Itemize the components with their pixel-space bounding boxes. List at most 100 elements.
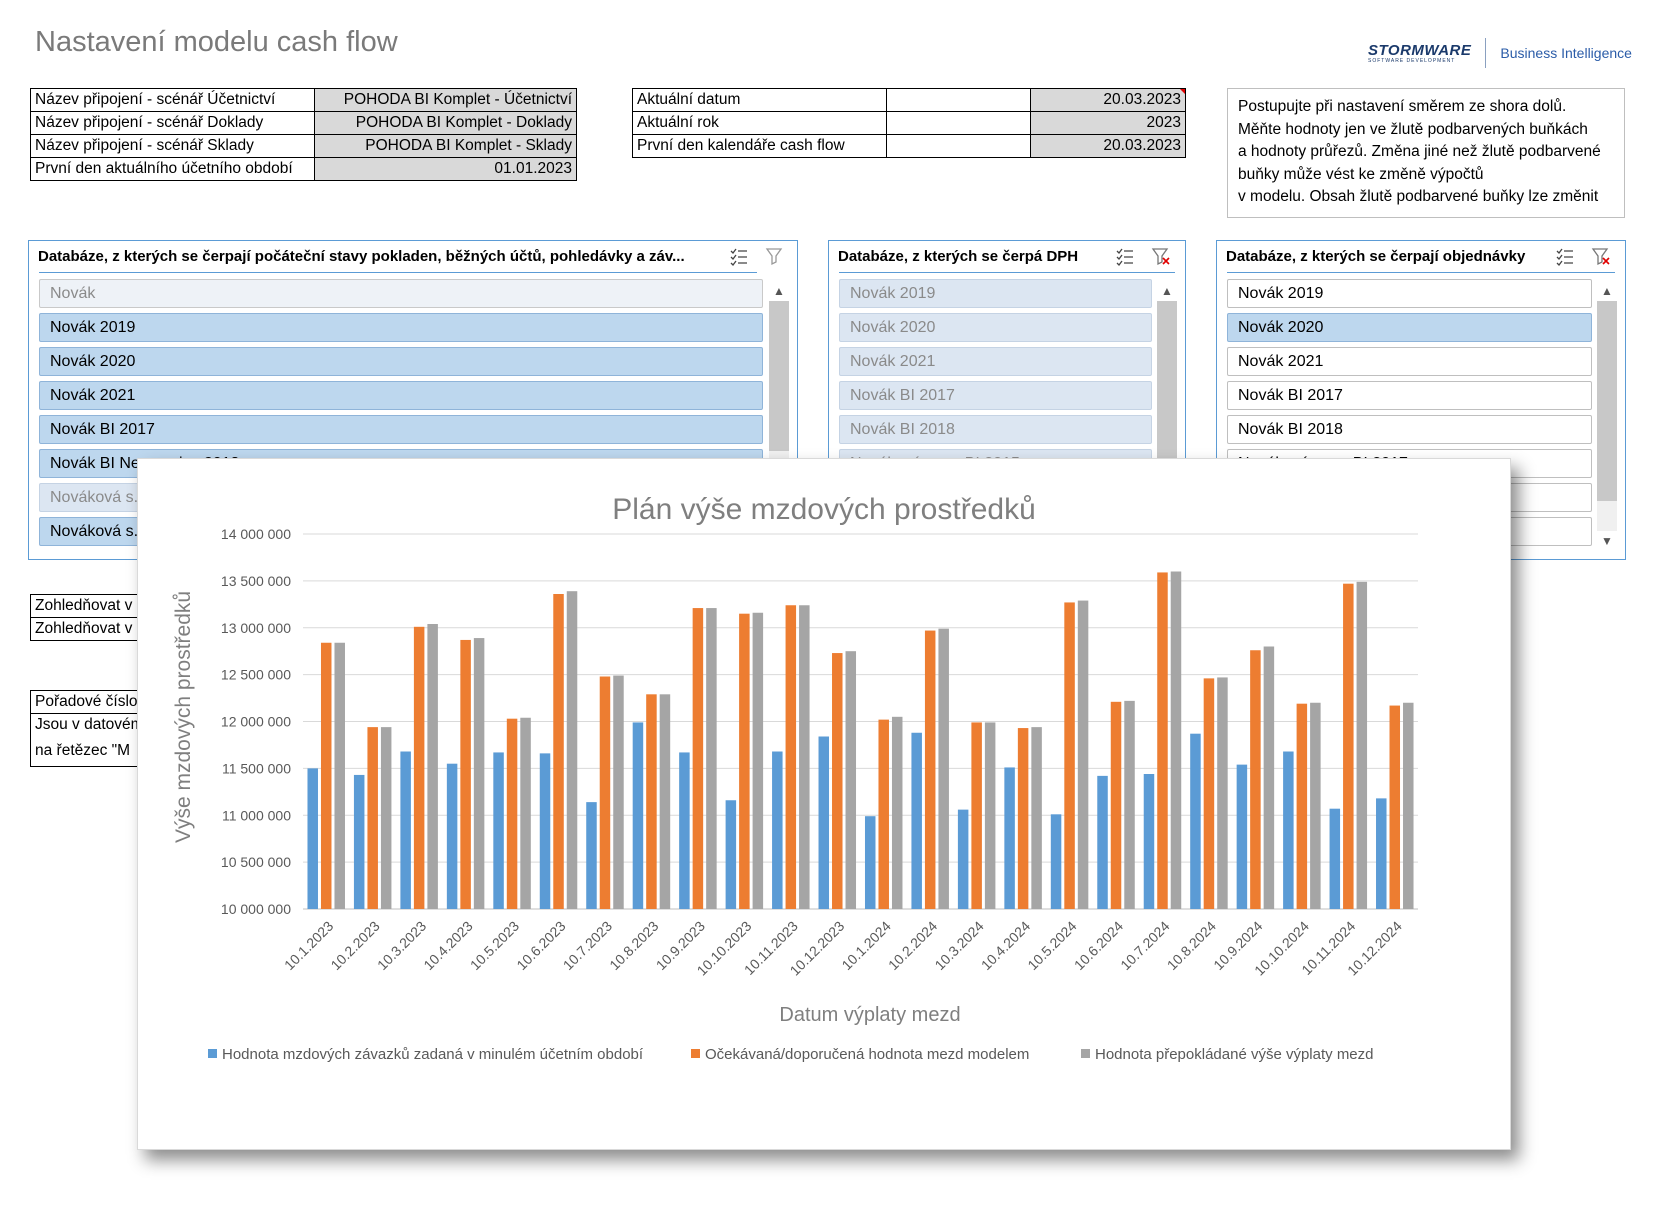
bar [1376,798,1387,909]
scrollbar-thumb[interactable] [1597,301,1617,501]
slicer-item[interactable]: Novák BI 2018 [839,415,1152,444]
bar [785,605,797,909]
page-title: Nastavení modelu cash flow [35,26,398,58]
bar [1031,727,1042,909]
connection-label: Název připojení - scénář Sklady [30,134,315,158]
note-line: a hodnoty průřezů. Změna jiné než žlutě … [1238,143,1601,160]
bar [566,591,578,909]
legend-label: Hodnota přepokládané výše výplaty mezd [1095,1046,1374,1063]
x-tick-label: 10.2.2024 [885,918,941,974]
bar [520,717,531,909]
bar [752,612,764,909]
legend-swatch [208,1049,217,1058]
bar [984,722,996,909]
multi-select-icon[interactable] [729,246,749,266]
connection-value[interactable]: POHODA BI Komplet - Účetnictví [314,88,577,112]
clear-filter-icon[interactable] [765,246,785,266]
bar [1190,733,1201,909]
slicer-item[interactable]: Novák BI 2017 [1227,381,1592,410]
bar [938,628,949,909]
x-tick-label: 10.6.2023 [513,918,569,974]
slicer-title: Databáze, z kterých se čerpají objednávk… [1226,248,1526,265]
date-value[interactable]: 20.03.2023 [1030,134,1186,158]
slicer-header-divider [839,272,1175,273]
scrollbar-thumb[interactable] [769,301,789,451]
note-line: v modelu. Obsah žlutě podbarvené buňky l… [1238,188,1599,205]
bar [692,608,704,909]
multi-select-icon[interactable] [1115,246,1135,266]
clear-filter-icon[interactable] [1151,246,1171,266]
bar [1170,571,1182,909]
bar [1124,700,1135,909]
slicer-item[interactable]: Novák 2019 [39,313,763,342]
date-value[interactable]: 2023 [1030,111,1186,135]
slicer-orders[interactable]: Databáze, z kterých se čerpají objednávk… [1216,240,1626,560]
x-tick-label: 10.8.2024 [1164,918,1220,974]
x-tick-label: 10.1.2023 [281,918,337,974]
empty-cell[interactable] [886,88,1031,112]
bar [706,608,717,909]
scrollbar-thumb[interactable] [1157,301,1177,471]
scroll-up-icon[interactable]: ▲ [773,284,785,298]
slicer-item[interactable]: Novák 2019 [839,279,1152,308]
bar [818,736,830,909]
slicer-item[interactable]: Novák 2020 [1227,313,1592,342]
note-line: Postupujte při nastavení směrem ze shora… [1238,98,1567,115]
bar [1143,774,1155,909]
empty-cell[interactable] [886,134,1031,158]
connection-value[interactable]: 01.01.2023 [314,157,577,181]
slicer-item[interactable]: Novák [39,279,763,308]
bar [586,802,597,909]
slicer-item[interactable]: Novák BI 2018 [1227,415,1592,444]
multi-select-icon[interactable] [1555,246,1575,266]
legend-swatch [1081,1049,1090,1058]
x-tick-label: 10.1.2024 [838,918,894,974]
slicer-item[interactable]: Novák BI 2017 [39,415,763,444]
y-tick-label: 12 000 000 [221,714,291,730]
bar [1004,767,1015,909]
date-value[interactable]: 20.03.2023 [1030,88,1186,112]
slicer-item[interactable]: Novák 2021 [1227,347,1592,376]
y-axis-ticks: 10 000 000 10 500 000 11 000 000 11 500 000… [221,526,291,917]
x-tick-label: 10.4.2023 [420,918,476,974]
bar [659,694,671,909]
bar [1217,677,1228,909]
date-label: První den kalendáře cash flow [632,134,887,158]
slicer-item[interactable]: Novák 2021 [39,381,763,410]
bar [613,675,624,909]
bar [971,722,982,909]
slicer-item[interactable]: Novák 2021 [839,347,1152,376]
bar [367,727,378,909]
bar [353,774,365,909]
bar [1263,646,1275,909]
bar [460,639,471,909]
connection-value[interactable]: POHODA BI Komplet - Doklady [314,111,577,135]
company-logo: STORMWARE SOFTWARE DEVELOPMENT Business … [1368,38,1632,68]
clear-filter-icon[interactable] [1591,246,1611,266]
bar [845,651,857,909]
y-axis-title: Výše mzdových prostředků [172,591,195,843]
slicer-item[interactable]: Novák BI 2017 [839,381,1152,410]
legend-swatch [691,1049,700,1058]
wage-plan-chart[interactable]: Plán výše mzdových prostředků 10 000 000… [137,458,1511,1150]
y-tick-label: 10 000 000 [221,901,291,917]
scroll-up-icon[interactable]: ▲ [1161,284,1173,298]
connection-value[interactable]: POHODA BI Komplet - Sklady [314,134,577,158]
slicer-item[interactable]: Novák 2019 [1227,279,1592,308]
bar [1064,602,1075,909]
scroll-up-icon[interactable]: ▲ [1601,284,1613,298]
scroll-down-icon[interactable]: ▼ [1601,534,1613,548]
logo-product: Business Intelligence [1500,45,1632,61]
bar [1077,600,1089,909]
bar [1343,583,1354,909]
y-tick-label: 13 000 000 [221,620,291,636]
slicer-item[interactable]: Novák 2020 [39,347,763,376]
instruction-note: Postupujte při nastavení směrem ze shora… [1227,88,1625,218]
slicer-item[interactable]: Novák 2020 [839,313,1152,342]
bar [413,626,425,909]
chart-bars [307,571,1414,909]
bar [725,800,737,909]
x-tick-label: 10.5.2023 [467,918,523,974]
bar [334,642,345,909]
empty-cell[interactable] [886,111,1031,135]
